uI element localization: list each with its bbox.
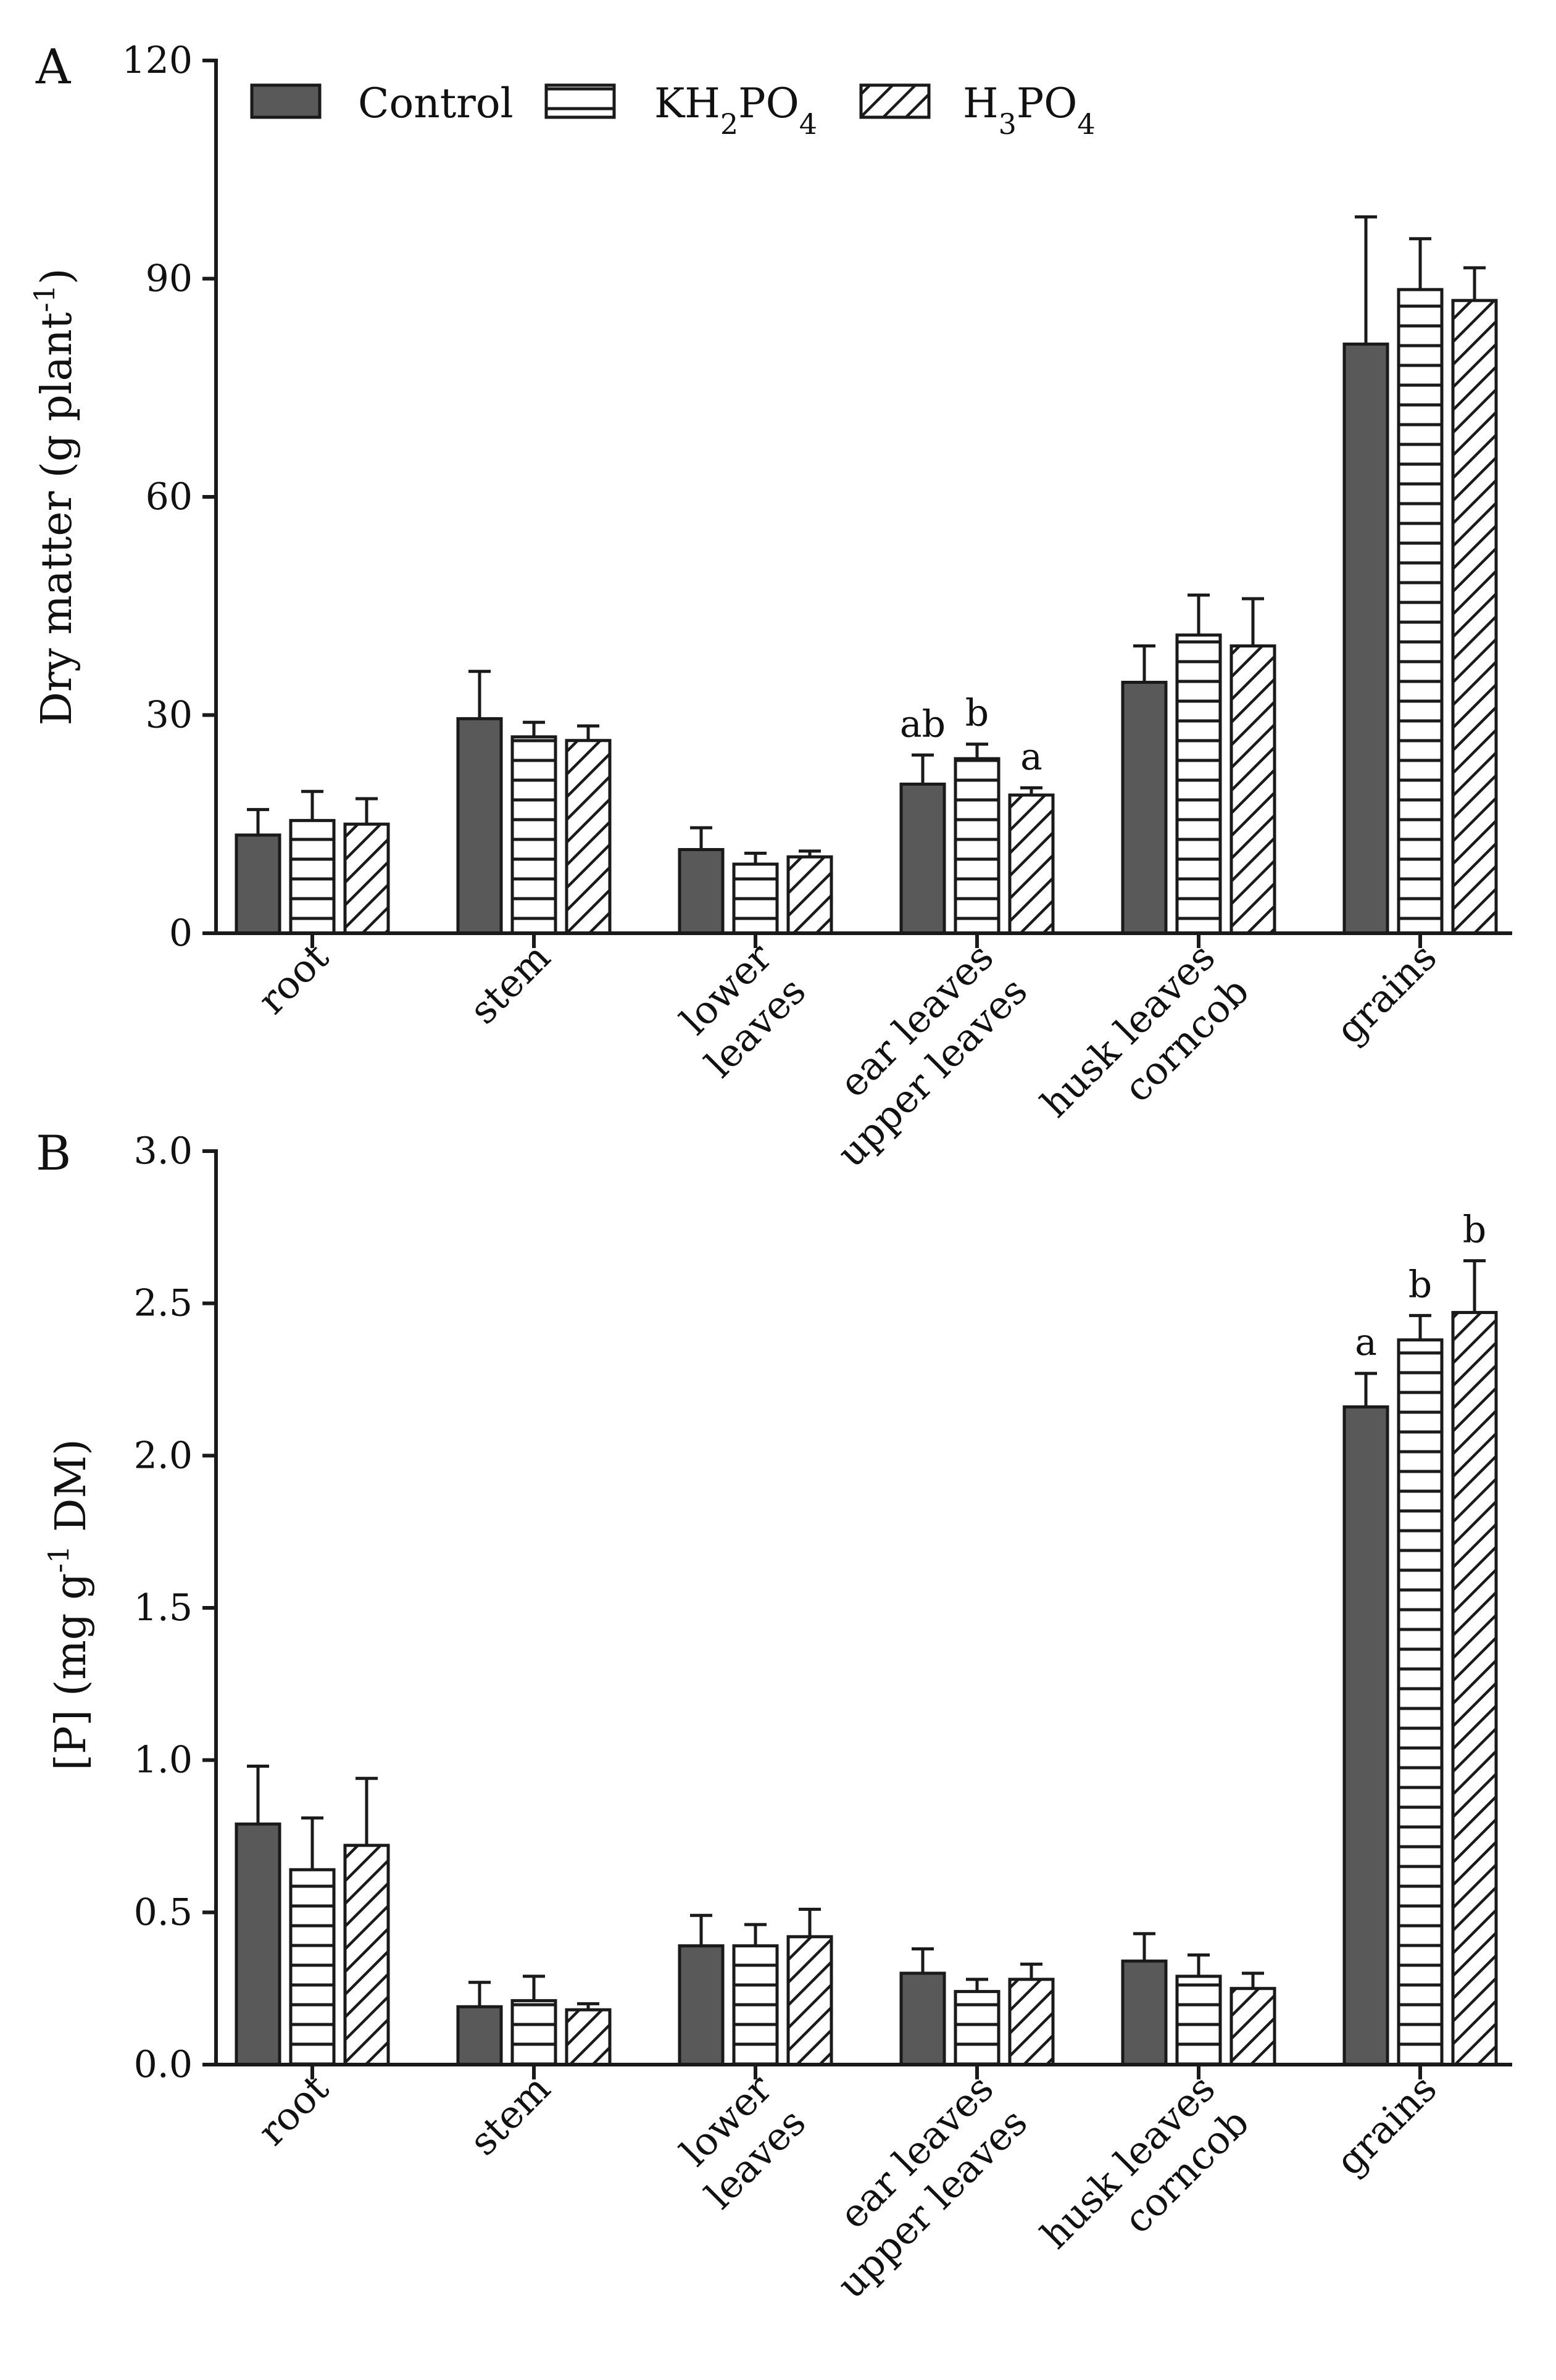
significance-letter: ab [900,702,946,746]
y-axis-label: [P] (mg g-1 DM) [42,1439,96,1770]
category-label: husk leavescorncob [1032,934,1257,1160]
legend-swatch-control [250,83,322,119]
legend-label-control: Control [358,80,514,127]
bar-control-5 [1342,1405,1389,2066]
bar-h3po4-1 [565,739,612,935]
bar-control-3 [899,1971,946,2066]
y-tick-label: 90 [146,257,193,301]
y-tick-label: 1.0 [134,1739,193,1782]
y-tick-label: 2.0 [134,1434,193,1477]
bar-kh2po4-4 [1175,633,1222,935]
y-tick-label: 0.5 [134,1891,193,1934]
y-tick-label: 120 [122,39,193,82]
bar-h3po4-1 [565,2008,612,2066]
category-label: grains [1327,934,1446,1053]
y-tick-label: 0 [169,912,193,955]
category-label: stem [460,2066,559,2164]
category-label: ear leavesupper leaves [794,934,1036,1176]
bar-control-3 [899,782,946,935]
bar-control-0 [235,833,281,935]
bar-kh2po4-1 [510,1999,557,2066]
bar-kh2po4-5 [1397,288,1444,935]
bar-control-1 [456,717,503,935]
significance-letter: b [1408,1263,1432,1306]
category-label: lowerleaves [663,934,815,1086]
bar-h3po4-2 [786,1935,833,2066]
bar-control-2 [678,1944,725,2066]
category-label: stem [460,934,559,1033]
bar-h3po4-4 [1229,644,1276,935]
bar-h3po4-4 [1229,1987,1276,2066]
bar-control-4 [1121,680,1168,935]
bar-control-5 [1342,343,1389,935]
category-label: lowerleaves [663,2066,815,2218]
y-tick-label: 2.5 [134,1282,193,1325]
bar-h3po4-5 [1451,1310,1498,2066]
category-label: ear leavesupper leaves [794,2066,1036,2307]
legend: Control KH2PO4 H3PO4 [250,80,1096,141]
category-label: root [249,934,338,1023]
bar-kh2po4-0 [289,818,336,935]
bar-kh2po4-1 [510,735,557,935]
bar-control-4 [1121,1959,1168,2066]
bar-kh2po4-2 [732,1944,779,2066]
legend-swatch-kh2po4 [544,83,616,119]
panel-letter: A [35,40,72,95]
bar-kh2po4-5 [1397,1338,1444,2066]
category-label: husk leavescorncob [1032,2066,1257,2291]
bar-h3po4-3 [1008,793,1055,935]
bar-kh2po4-3 [954,1990,1001,2066]
significance-letter: b [965,692,989,735]
y-tick-label: 1.5 [134,1586,193,1629]
bar-h3po4-5 [1451,299,1498,935]
panel-letter: B [36,1126,71,1181]
legend-swatch-h3po4 [859,83,931,119]
category-label: grains [1327,2066,1446,2184]
y-tick-label: 60 [146,475,193,518]
bar-h3po4-0 [343,1844,390,2066]
bar-h3po4-3 [1008,1978,1055,2066]
bar-h3po4-0 [343,822,390,935]
y-tick-label: 0.0 [134,2043,193,2086]
y-tick-label: 30 [146,694,193,737]
bar-kh2po4-4 [1175,1974,1222,2066]
bar-kh2po4-3 [954,757,1001,935]
bar-control-0 [235,1822,281,2066]
bar-kh2po4-2 [732,862,779,935]
category-label: root [249,2066,338,2154]
y-tick-label: 3.0 [134,1130,193,1173]
legend-label-h3po4: H3PO4 [963,80,1096,141]
significance-letter: a [1020,735,1042,778]
bar-h3po4-2 [786,855,833,935]
panel-a: A Dry matter (g plant-1) 0 30 60 90 120 ab ba roo… [28,39,1512,1176]
legend-label-kh2po4: KH2PO4 [654,80,817,141]
bar-control-1 [456,2005,503,2066]
panel-b: B[P] (mg g-1 DM)0.00.51.01.52.02.53.0abb… [36,1126,1512,2307]
significance-letter: b [1463,1209,1486,1252]
significance-letter: a [1355,1321,1377,1364]
bar-control-2 [678,847,725,935]
bar-kh2po4-0 [289,1868,336,2066]
y-axis-label: Dry matter (g plant-1) [28,268,81,725]
